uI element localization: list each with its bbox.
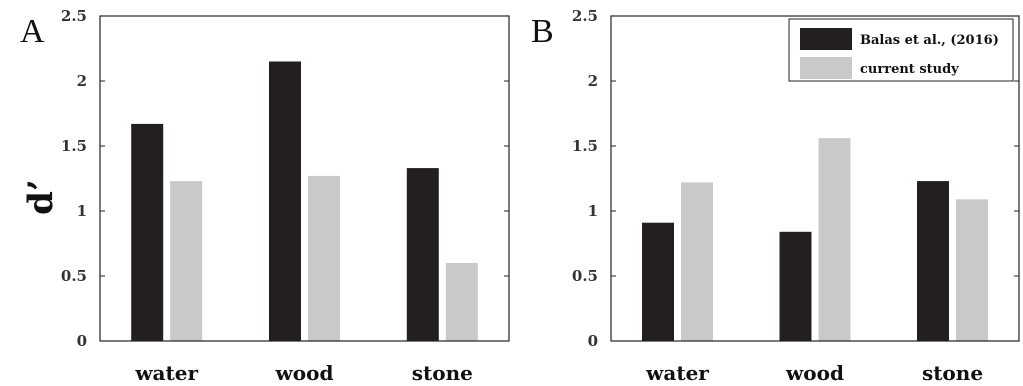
y-tick-label: 1.5 xyxy=(61,137,87,155)
bar-a-water-series-2 xyxy=(170,181,203,341)
bar-b-wood-series-1 xyxy=(779,231,812,341)
axes-frame-panel-b xyxy=(610,15,1020,342)
bar-a-stone-series-2 xyxy=(445,263,478,341)
legend-label-series-2: current study xyxy=(860,62,959,77)
y-axis-label: d’ xyxy=(21,179,61,215)
axes-frame-panel-a xyxy=(99,15,510,342)
y-tick-label: 2.5 xyxy=(572,7,598,25)
y-tick-label: 2 xyxy=(77,72,87,90)
panel-letter-b: B xyxy=(531,13,554,50)
x-tick-label-wood: wood xyxy=(785,361,844,385)
panel-a: A 0 0.5 1 1.5 2 2.5 water wood stone xyxy=(20,7,510,385)
x-tick-label-water: water xyxy=(134,361,198,385)
bar-b-water-series-1 xyxy=(642,222,674,341)
bar-a-wood-series-1 xyxy=(269,61,301,341)
bar-b-wood-series-2 xyxy=(818,138,851,341)
x-tick-label-stone: stone xyxy=(922,361,983,385)
bar-b-stone-series-1 xyxy=(917,181,949,341)
y-tick-label: 1 xyxy=(588,202,598,220)
y-tick-label: 1.5 xyxy=(572,137,598,155)
legend-label-series-1: Balas et al., (2016) xyxy=(860,33,999,48)
legend: Balas et al., (2016) current study xyxy=(788,18,1014,82)
legend-swatch-series-1 xyxy=(800,28,852,50)
y-ticks-panel-b: 0 0.5 1 1.5 2 2.5 xyxy=(572,7,1019,350)
y-tick-label: 0 xyxy=(588,332,598,350)
bar-a-stone-series-1 xyxy=(406,168,439,341)
x-labels-panel-b: water wood stone xyxy=(645,361,983,385)
x-tick-label-stone: stone xyxy=(412,361,473,385)
y-ticks-panel-a: 0 0.5 1 1.5 2 2.5 xyxy=(61,7,509,350)
x-labels-panel-a: water wood stone xyxy=(134,361,473,385)
bar-a-water-series-1 xyxy=(131,123,164,342)
panel-b: B 0 0.5 1 1.5 2 2.5 water wood stone Balas et a… xyxy=(531,7,1020,385)
y-tick-label: 2.5 xyxy=(61,7,87,25)
x-tick-label-wood: wood xyxy=(275,361,334,385)
y-tick-label: 0.5 xyxy=(61,267,87,285)
bar-b-stone-series-2 xyxy=(956,199,988,341)
y-tick-label: 2 xyxy=(588,72,598,90)
bars-panel-a xyxy=(131,61,478,342)
y-tick-label: 1 xyxy=(77,202,87,220)
y-tick-label: 0.5 xyxy=(572,267,598,285)
x-tick-label-water: water xyxy=(645,361,709,385)
y-tick-label: 0 xyxy=(77,332,87,350)
bar-a-wood-series-2 xyxy=(308,175,340,341)
bar-b-water-series-2 xyxy=(681,182,713,341)
panel-letter-a: A xyxy=(20,13,45,50)
legend-swatch-series-2 xyxy=(800,57,852,79)
bars-panel-b xyxy=(642,138,988,341)
